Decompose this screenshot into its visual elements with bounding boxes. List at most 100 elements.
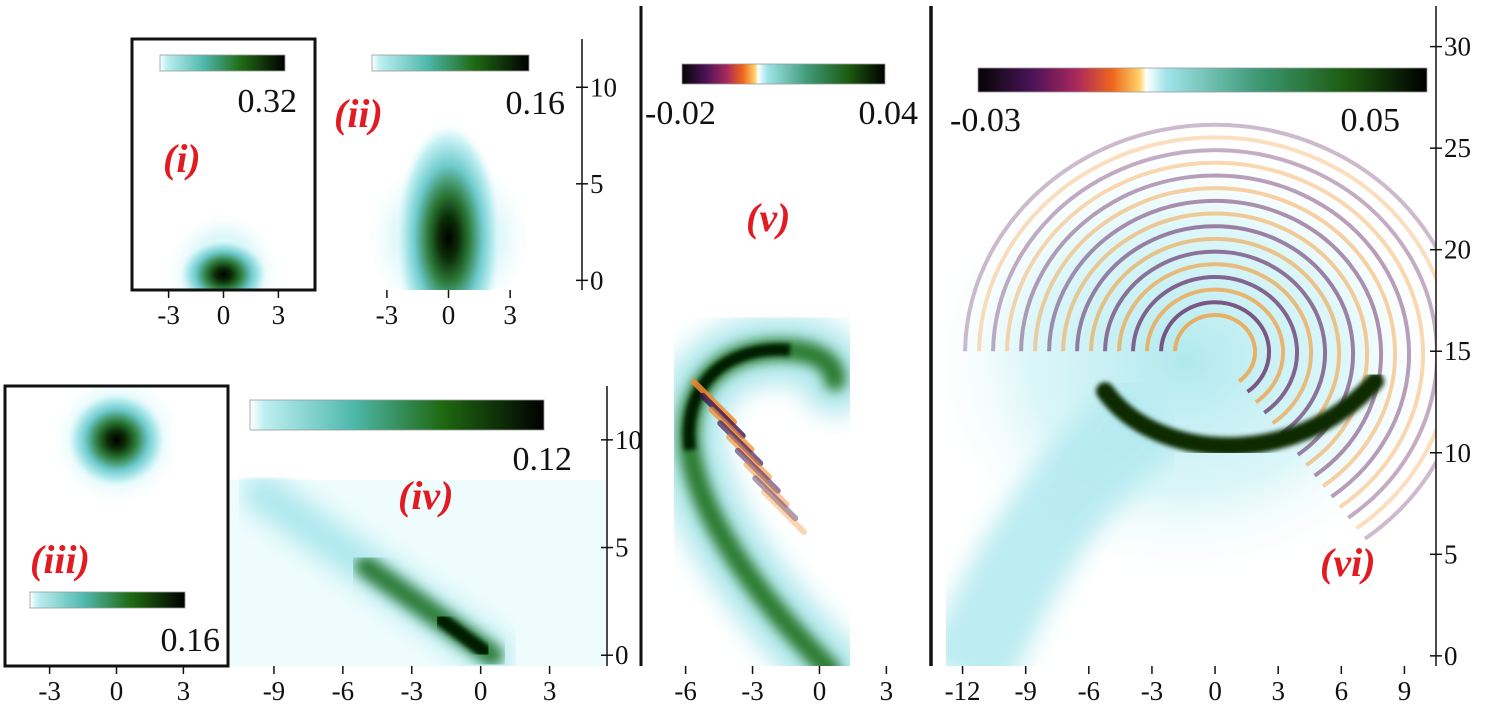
panel-vi-field xyxy=(931,6,1436,666)
panel-vi-fringe-3 xyxy=(1131,274,1300,415)
panel-vi-ytick-label-1: 5 xyxy=(1444,539,1458,569)
panel-ii-heat xyxy=(362,120,535,290)
panel-v-fringe-6 xyxy=(743,461,790,508)
panel-v-fringe-5 xyxy=(734,447,781,494)
panel-v-fringe-2 xyxy=(708,406,755,453)
panel-v-fringe-1 xyxy=(699,392,746,439)
panel-ii: 0.16 (ii) -3 0 3 0 5 10 xyxy=(313,39,617,330)
panel-vi-xtick-label-7: 9 xyxy=(1398,676,1412,705)
panel-v: -0.02 0.04 (v) -6 -3 0 3 xyxy=(639,6,931,705)
panel-vi-xtick-label-2: -6 xyxy=(1078,676,1101,705)
panel-vi-xtick-label-0: -12 xyxy=(945,676,981,705)
panel-vi-fringe-2 xyxy=(1145,287,1286,404)
panel-vi-ytick-label-0: 0 xyxy=(1444,641,1458,671)
panel-i-field xyxy=(132,39,315,290)
panel-vi-fringe-9 xyxy=(1047,198,1383,478)
panel-vi-fringe-10 xyxy=(1033,186,1398,488)
panel-vi: -0.03 0.05 (vi) -12 -9 -6 -3 0 3 6 9 0 5 10 15 20 25… xyxy=(929,6,1471,705)
panel-i-xtick-label-1: 0 xyxy=(217,300,231,330)
panel-iv-field xyxy=(228,386,607,666)
panel-iv-yaxis: 0 5 10 xyxy=(601,386,642,670)
panel-i-peak-0 xyxy=(178,237,269,290)
panel-vi-xtick-label-4: 0 xyxy=(1208,676,1222,705)
panel-ii-xtick-label-1: 0 xyxy=(442,300,456,330)
panel-vi-ytick-label-3: 15 xyxy=(1444,336,1471,366)
panel-v-arm-core xyxy=(682,343,791,451)
panel-v-xaxis: -6 -3 0 3 xyxy=(674,666,893,705)
panel-iv-colorbar xyxy=(249,399,545,431)
panel-iv-xtick-label-4: 3 xyxy=(543,676,557,705)
panel-vi-heat xyxy=(931,122,1436,666)
panel-i-tag: (i) xyxy=(163,136,201,181)
panel-vi-fringe-5 xyxy=(1103,249,1328,436)
panel-vi-ytick-label-4: 20 xyxy=(1444,235,1471,265)
panel-ii-field xyxy=(315,39,582,290)
panel-ii-xtick-label-2: 3 xyxy=(503,300,517,330)
panel-vi-ring xyxy=(1096,372,1385,456)
panel-vi-tag: (vi) xyxy=(1320,540,1376,585)
panel-v-fringe-0 xyxy=(691,379,737,425)
panel-iii-tag: (iii) xyxy=(30,537,90,582)
panel-i-xtick-label-0: -3 xyxy=(157,300,180,330)
panel-iii-xtick-label-2: 3 xyxy=(177,676,191,705)
panel-vi-xtick-label-6: 6 xyxy=(1335,676,1349,705)
panel-vi-xtick-label-1: -9 xyxy=(1014,676,1037,705)
panel-ii-ytick-label-0: 0 xyxy=(590,265,604,295)
panel-vi-fringe-15 xyxy=(963,122,1436,541)
panel-iii-xaxis: -3 0 3 xyxy=(38,666,190,705)
panel-iii: 0.16 (iii) -3 0 3 xyxy=(3,384,230,705)
panel-ii-ytick-label-2: 10 xyxy=(590,72,617,102)
panel-vi-fringe-1 xyxy=(1159,300,1272,394)
panel-vi-colorbar-min: -0.03 xyxy=(950,102,1021,139)
panel-ii-xaxis: -3 0 3 xyxy=(376,290,517,330)
panel-iii-field xyxy=(5,386,228,666)
panel-iv: 0.12 (iv) -9 -6 -3 0 3 0 5 10 xyxy=(226,386,642,705)
panel-vi-colorbar xyxy=(977,67,1428,93)
panel-vi-fringe-11 xyxy=(1019,173,1411,499)
panel-ii-ytick-label-1: 5 xyxy=(590,169,604,199)
panel-i-xaxis: -3 0 3 xyxy=(157,290,285,330)
panel-i: 0.32 (i) -3 0 3 xyxy=(130,37,317,330)
panel-i-heat xyxy=(164,209,283,290)
panel-vi-ytick-label-2: 10 xyxy=(1444,438,1471,468)
panel-v-xtick-label-0: -6 xyxy=(674,676,697,705)
panel-iv-ytick-label-2: 10 xyxy=(615,425,642,455)
panel-v-fringe-4 xyxy=(726,434,772,480)
panel-iii-heat xyxy=(49,386,184,508)
panel-vi-yaxis: 0 5 10 15 20 25 30 xyxy=(1430,6,1471,671)
panel-vi-xaxis: -12 -9 -6 -3 0 3 6 9 xyxy=(945,666,1412,705)
panel-iv-xtick-label-3: 0 xyxy=(474,676,488,705)
panel-v-xtick-label-2: 0 xyxy=(813,676,827,705)
panel-iii-colorbar xyxy=(29,591,186,609)
panel-iii-peak-0 xyxy=(65,390,168,489)
panel-v-fringe-3 xyxy=(717,420,764,467)
panel-vi-fringe-6 xyxy=(1089,236,1341,446)
panel-v-colorbar xyxy=(681,63,886,85)
panel-iv-streak-core xyxy=(434,612,492,659)
panel-iii-xtick-label-1: 0 xyxy=(110,676,124,705)
panel-iv-ytick-label-0: 0 xyxy=(615,640,629,670)
panel-ii-yaxis: 0 5 10 xyxy=(576,39,617,295)
panel-vi-tail xyxy=(931,374,1183,666)
panel-v-fringe-7 xyxy=(752,475,799,522)
panel-vi-fringe-12 xyxy=(1005,160,1426,509)
panel-ii-colorbar-max: 0.16 xyxy=(506,85,566,122)
panel-vi-fringe-4 xyxy=(1117,262,1314,425)
panel-vi-colorbar-max: 0.05 xyxy=(1341,102,1401,139)
panel-v-heat xyxy=(654,314,870,666)
panel-iv-heat xyxy=(242,473,513,666)
panel-vi-xtick-label-5: 3 xyxy=(1271,676,1285,705)
panel-vi-xtick-label-3: -3 xyxy=(1141,676,1164,705)
panel-i-colorbar xyxy=(159,54,286,72)
panel-ii-xtick-label-0: -3 xyxy=(376,300,399,330)
panel-vi-fringe-13 xyxy=(991,148,1436,520)
panel-i-xtick-label-2: 3 xyxy=(272,300,286,330)
panel-iii-xtick-label-0: -3 xyxy=(38,676,61,705)
panel-iv-tag: (iv) xyxy=(398,473,454,518)
panel-v-field xyxy=(641,6,931,666)
panel-v-fringe-8 xyxy=(761,489,807,535)
panel-iv-xtick-label-1: -6 xyxy=(332,676,355,705)
panel-i-colorbar-max: 0.32 xyxy=(238,83,298,120)
panel-vi-fringe-7 xyxy=(1075,224,1356,457)
